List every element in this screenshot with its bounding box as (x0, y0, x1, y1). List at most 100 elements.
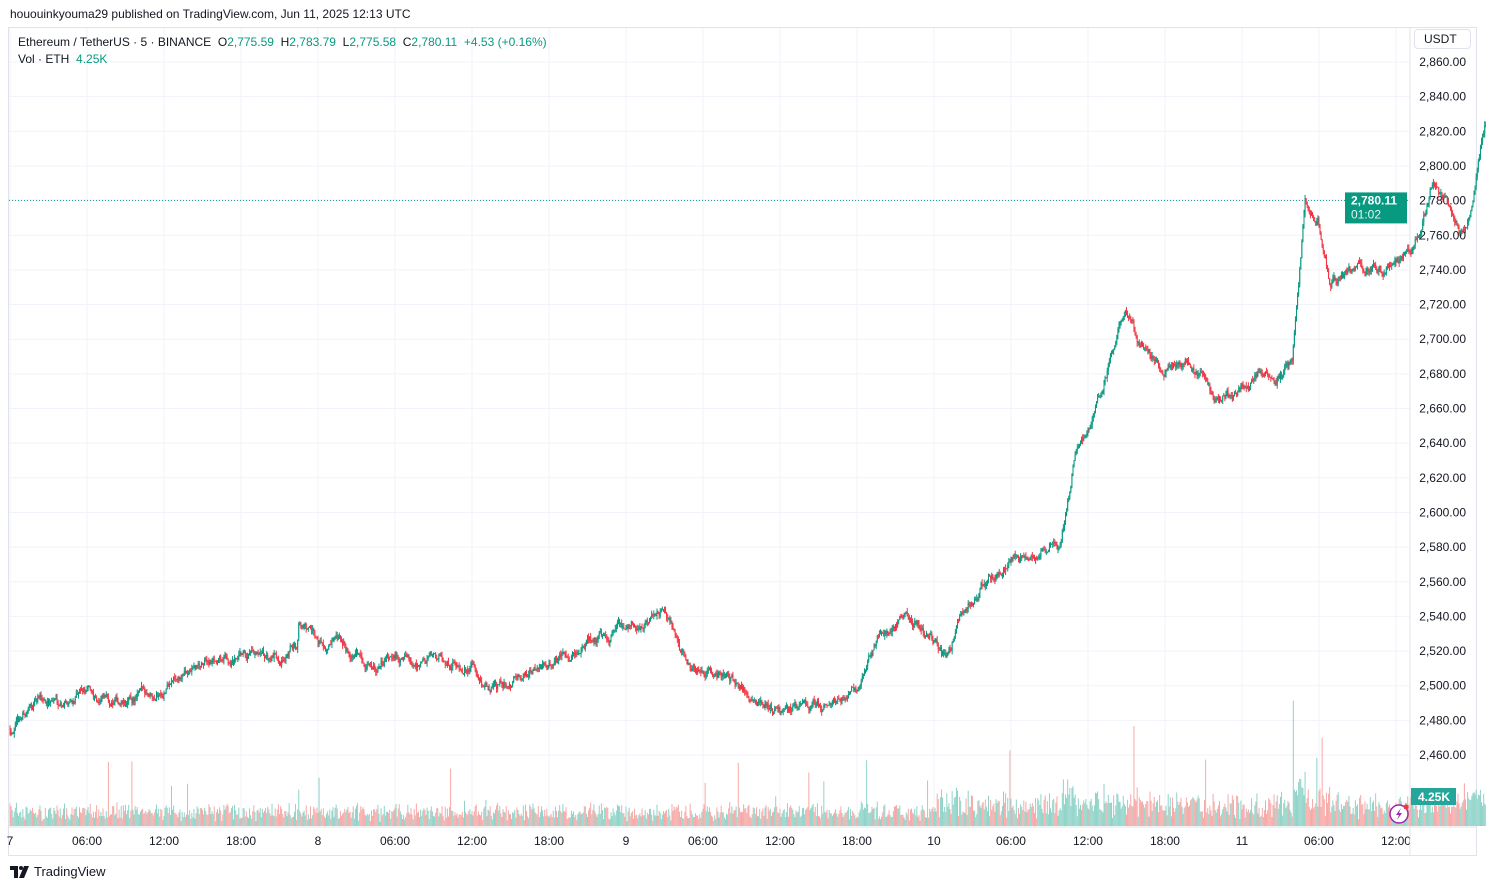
volume-bar (1414, 799, 1416, 826)
volume-bar (508, 813, 510, 826)
volume-bar (770, 815, 772, 826)
candle-body (1395, 259, 1397, 263)
candle-body (1016, 556, 1018, 558)
candle-body (1336, 281, 1338, 285)
symbol-title[interactable]: Ethereum / TetherUS · 5 · BINANCE (18, 35, 212, 49)
candle-body (764, 703, 766, 708)
candle-body (889, 630, 891, 634)
volume-bar (1056, 796, 1058, 826)
candle-body (174, 677, 176, 679)
candle-body (89, 686, 91, 690)
candle-body (1456, 220, 1458, 224)
candle-body (128, 697, 130, 702)
volume-bar (474, 806, 476, 826)
volume-bar (420, 809, 422, 826)
candle-body (1439, 193, 1441, 195)
volume-bar (550, 813, 552, 826)
candle-body (838, 698, 840, 700)
candle-body (1429, 189, 1431, 197)
candle-body (44, 699, 46, 703)
candle-body (1233, 392, 1235, 395)
candle-body (894, 624, 896, 629)
low-value: 2,775.58 (349, 35, 397, 49)
candle-body (984, 583, 986, 587)
candle-body (1030, 555, 1032, 557)
volume-bar (852, 810, 854, 826)
candle-body (367, 663, 369, 665)
volume-bar (1214, 810, 1216, 826)
volume-bar (504, 812, 506, 826)
volume-bar (538, 816, 540, 826)
volume-label[interactable]: Vol · ETH (18, 52, 70, 66)
publisher-caption: hououinkyouma29 published on TradingView… (10, 7, 411, 21)
volume-bar (732, 813, 734, 826)
candle-body (520, 678, 522, 680)
volume-bar (1099, 808, 1101, 826)
volume-bar (427, 810, 429, 826)
candle-body (542, 663, 544, 669)
volume-bar (541, 806, 543, 826)
volume-bar (369, 820, 371, 826)
volume-bar (239, 818, 241, 826)
candle-body (445, 664, 447, 666)
candle-body (40, 694, 42, 698)
volume-bar (221, 820, 223, 826)
candle-body (537, 667, 539, 670)
volume-bar (1275, 801, 1277, 826)
volume-bar (627, 811, 629, 826)
volume-bar (1021, 806, 1023, 826)
candle-body (332, 639, 334, 642)
candle-body (1198, 373, 1200, 375)
candle-body (946, 652, 948, 657)
currency-button[interactable]: USDT (1414, 29, 1471, 49)
volume-bar (977, 801, 979, 826)
volume-bar (580, 814, 582, 826)
candle-body (1150, 354, 1152, 359)
candle-body (990, 576, 992, 579)
candle-body (338, 635, 340, 638)
candle-body (158, 695, 160, 697)
candle-body (405, 655, 407, 657)
candle-body (408, 654, 410, 660)
candle-body (766, 703, 768, 706)
candle-body (1160, 368, 1162, 372)
candle-body (1457, 223, 1459, 229)
volume-bar (428, 819, 430, 826)
candle-body (1329, 278, 1331, 285)
candle-body (122, 700, 124, 704)
volume-bar (1028, 809, 1030, 826)
candle-body (823, 705, 825, 710)
volume-bar (373, 809, 375, 826)
volume-bar (1120, 808, 1122, 826)
candle-body (1296, 306, 1298, 321)
volume-bar (619, 806, 621, 826)
volume-bar (499, 806, 501, 826)
volume-bar (1072, 786, 1074, 826)
volume-bar (690, 810, 692, 826)
candle-body (1400, 256, 1402, 259)
candle-body (843, 699, 845, 701)
candle-body (259, 652, 261, 654)
candle-body (1149, 350, 1151, 355)
candle-body (1026, 558, 1028, 560)
candle-body (1340, 275, 1342, 279)
volume-bar (750, 818, 752, 826)
volume-bar (1053, 798, 1055, 826)
volume-bar (1478, 795, 1480, 826)
volume-bar (805, 809, 807, 826)
candle-body (383, 661, 385, 666)
volume-bar (1340, 804, 1342, 826)
volume-bar (748, 804, 750, 826)
candle-body (1232, 394, 1234, 400)
volume-bar (795, 810, 797, 826)
volume-bar (390, 818, 392, 826)
volume-bar (96, 805, 98, 826)
volume-bar (1349, 806, 1351, 826)
candle-body (345, 645, 347, 652)
chart-pane[interactable] (8, 27, 1477, 856)
volume-bar (20, 811, 22, 826)
volume-bar (406, 813, 408, 826)
candle-body (739, 685, 741, 689)
volume-bar (1368, 809, 1370, 826)
